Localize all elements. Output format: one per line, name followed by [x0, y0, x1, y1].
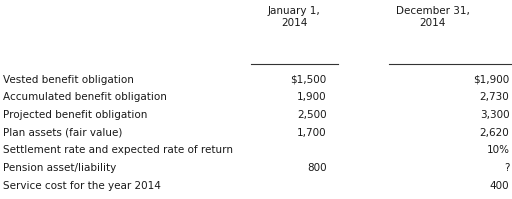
Text: Service cost for the year 2014: Service cost for the year 2014 — [3, 181, 160, 191]
Text: ?: ? — [504, 163, 509, 173]
Text: Vested benefit obligation: Vested benefit obligation — [3, 75, 134, 85]
Text: Pension asset/liability: Pension asset/liability — [3, 163, 116, 173]
Text: 400: 400 — [490, 181, 509, 191]
Text: $1,500: $1,500 — [290, 75, 327, 85]
Text: 3,300: 3,300 — [480, 110, 509, 120]
Text: Accumulated benefit obligation: Accumulated benefit obligation — [3, 92, 166, 102]
Text: 1,900: 1,900 — [297, 92, 327, 102]
Text: 1,700: 1,700 — [297, 128, 327, 138]
Text: $1,900: $1,900 — [473, 75, 509, 85]
Text: 2,500: 2,500 — [297, 110, 327, 120]
Text: Settlement rate and expected rate of return: Settlement rate and expected rate of ret… — [3, 145, 232, 155]
Text: January 1,
2014: January 1, 2014 — [268, 6, 321, 28]
Text: 2,730: 2,730 — [480, 92, 509, 102]
Text: 10%: 10% — [486, 145, 509, 155]
Text: 2,620: 2,620 — [480, 128, 509, 138]
Text: Projected benefit obligation: Projected benefit obligation — [3, 110, 147, 120]
Text: December 31,
2014: December 31, 2014 — [396, 6, 470, 28]
Text: 800: 800 — [307, 163, 327, 173]
Text: Plan assets (fair value): Plan assets (fair value) — [3, 128, 122, 138]
